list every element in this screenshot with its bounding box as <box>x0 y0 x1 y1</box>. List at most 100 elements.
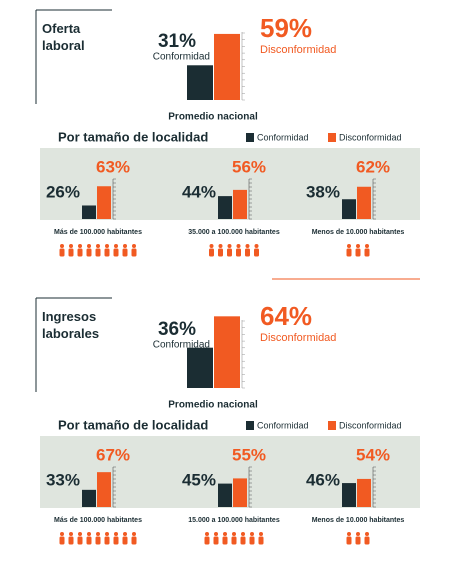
bar <box>357 186 371 219</box>
bar <box>214 316 240 388</box>
value-label: 45% <box>182 470 216 489</box>
person-icon <box>365 244 369 248</box>
person-icon <box>236 248 241 257</box>
series-name: Conformidad <box>153 52 210 63</box>
bar <box>214 33 240 100</box>
person-icon <box>259 532 263 536</box>
person-icon <box>356 532 360 536</box>
person-icon <box>204 536 210 545</box>
group-label: Más de 100.000 habitantes <box>54 517 142 524</box>
series-name: Disconformidad <box>260 332 336 344</box>
person-icon <box>96 532 100 536</box>
person-icon <box>227 248 232 257</box>
person-icon <box>113 536 119 545</box>
person-icon <box>254 244 259 248</box>
person-icon <box>60 244 64 248</box>
person-icon <box>59 248 65 257</box>
bar <box>187 65 213 100</box>
person-icon <box>240 536 246 545</box>
bar <box>233 478 247 507</box>
value-label: 31% <box>158 31 196 52</box>
bar <box>97 186 111 219</box>
person-icon <box>104 248 110 257</box>
legend-label: Disconformidad <box>339 132 402 142</box>
person-icon <box>231 536 237 545</box>
value-label: 56% <box>232 157 266 176</box>
person-icon <box>69 244 73 248</box>
bar <box>187 347 213 388</box>
person-icon <box>355 248 361 257</box>
person-icon <box>86 536 92 545</box>
bar <box>218 483 232 507</box>
legend-swatch <box>246 133 254 142</box>
person-icon <box>96 244 100 248</box>
person-icon <box>365 532 369 536</box>
group-label: 15.000 a 100.000 habitantes <box>188 517 280 524</box>
person-icon <box>227 244 232 248</box>
value-label: 33% <box>46 470 80 489</box>
person-icon <box>258 536 264 545</box>
value-label: 36% <box>158 319 196 340</box>
value-label: 44% <box>182 182 216 201</box>
series-name: Conformidad <box>153 340 210 351</box>
subtitle: Por tamaño de localidad <box>58 417 208 432</box>
person-icon <box>356 244 360 248</box>
bar <box>82 205 96 219</box>
person-icon <box>114 244 118 248</box>
person-icon <box>254 248 259 257</box>
person-icon <box>218 248 223 257</box>
person-icon <box>122 536 128 545</box>
person-icon <box>347 244 351 248</box>
legend-label: Conformidad <box>257 132 309 142</box>
bar <box>342 199 356 219</box>
person-icon <box>223 532 227 536</box>
bar <box>82 489 96 507</box>
legend-label: Disconformidad <box>339 420 402 430</box>
subtitle: Por tamaño de localidad <box>58 129 208 144</box>
person-icon <box>214 532 218 536</box>
person-icon <box>245 248 250 257</box>
value-label: 54% <box>356 445 390 464</box>
person-icon <box>123 532 127 536</box>
person-icon <box>347 532 351 536</box>
person-icon <box>95 248 101 257</box>
person-icon <box>236 244 241 248</box>
bar <box>342 483 356 507</box>
person-icon <box>209 248 214 257</box>
person-icon <box>78 532 82 536</box>
value-label: 55% <box>232 445 266 464</box>
bar <box>233 189 247 219</box>
person-icon <box>218 244 223 248</box>
legend-swatch <box>246 421 254 430</box>
person-icon <box>241 532 245 536</box>
person-icon <box>78 244 82 248</box>
person-icon <box>245 244 250 248</box>
legend-label: Conformidad <box>257 420 309 430</box>
person-icon <box>77 248 83 257</box>
person-icon <box>59 536 65 545</box>
person-icon <box>250 532 254 536</box>
person-icon <box>87 244 91 248</box>
person-icon <box>123 244 127 248</box>
person-icon <box>205 532 209 536</box>
person-icon <box>222 536 228 545</box>
person-icon <box>104 536 110 545</box>
bar <box>218 196 232 219</box>
person-icon <box>105 532 109 536</box>
person-icon <box>249 536 255 545</box>
person-icon <box>132 532 136 536</box>
person-icon <box>122 248 128 257</box>
section-title: Ingresos laborales <box>42 309 99 341</box>
person-icon <box>69 532 73 536</box>
value-label: 64% <box>260 301 312 331</box>
person-icon <box>68 248 74 257</box>
person-icon <box>209 244 214 248</box>
value-label: 67% <box>96 445 130 464</box>
value-label: 46% <box>306 470 340 489</box>
person-icon <box>132 244 136 248</box>
value-label: 38% <box>306 182 340 201</box>
axis-label: Promedio nacional <box>168 112 258 123</box>
group-label: 35.000 a 100.000 habitantes <box>188 229 280 236</box>
person-icon <box>213 536 219 545</box>
